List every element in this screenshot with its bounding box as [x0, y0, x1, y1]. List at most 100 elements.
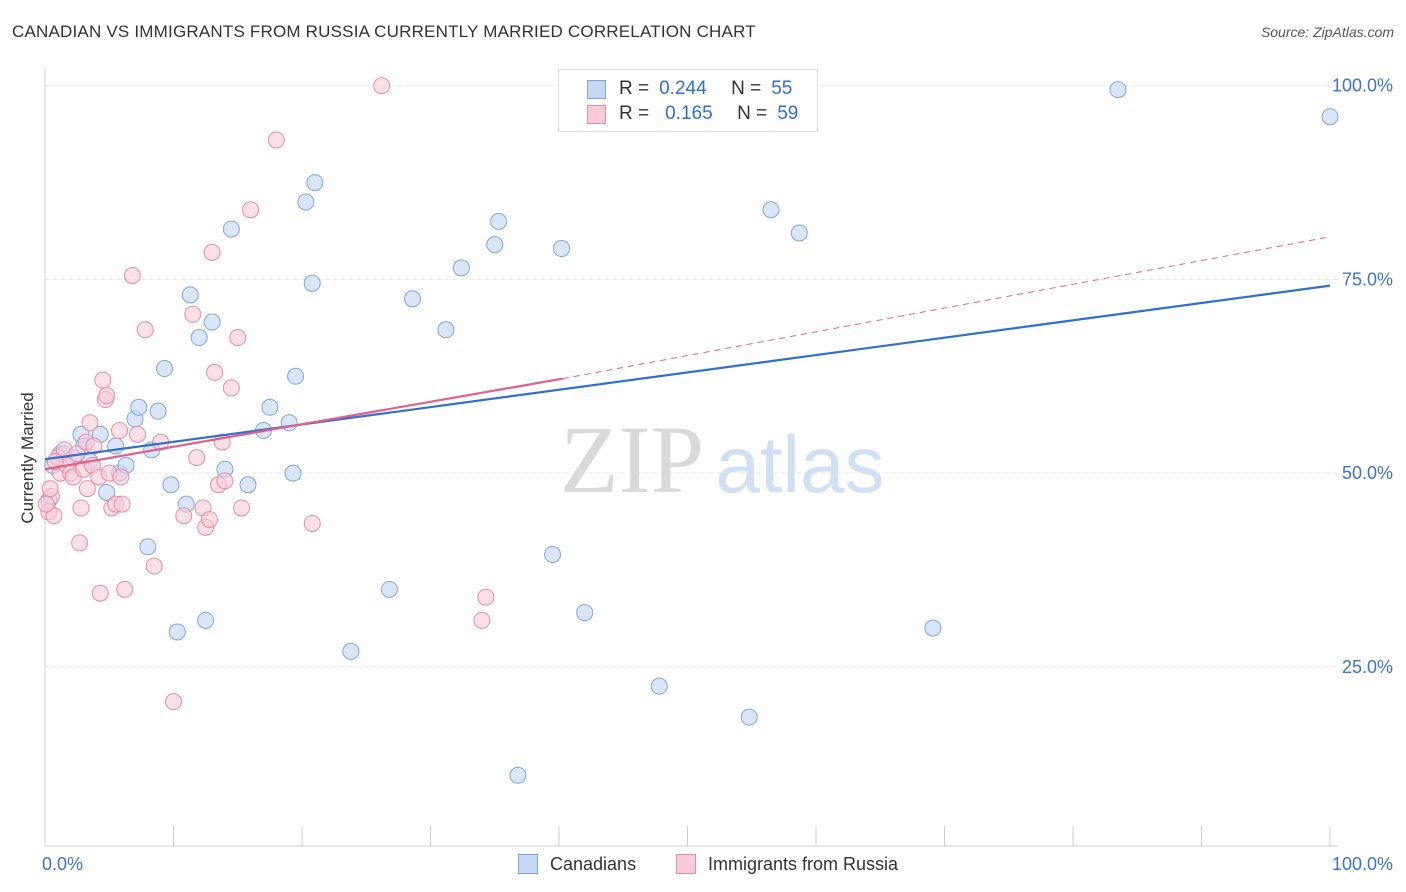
data-point-russia: [72, 499, 90, 517]
data-point-canadians: [404, 290, 422, 308]
trend-line-russia-extrapolated: [562, 236, 1331, 380]
data-point-canadians: [1321, 108, 1339, 126]
legend-r-label: R =: [619, 78, 650, 99]
watermark-zip: ZIP: [560, 406, 704, 513]
data-point-russia: [136, 321, 154, 339]
data-point-canadians: [139, 538, 157, 556]
data-point-canadians: [107, 437, 125, 455]
data-point-canadians: [284, 464, 302, 482]
legend-r-label: R =: [619, 103, 650, 124]
data-point-canadians: [509, 766, 527, 784]
y-tick-label: 75.0%: [1342, 269, 1393, 289]
data-point-canadians: [181, 286, 199, 304]
data-point-canadians: [287, 367, 305, 385]
data-point-canadians: [261, 398, 279, 416]
data-point-canadians: [762, 201, 780, 219]
data-point-russia: [175, 507, 193, 525]
data-point-russia: [203, 243, 221, 261]
data-point-canadians: [490, 212, 508, 230]
legend-n-label: N =: [737, 103, 768, 124]
data-point-canadians: [197, 611, 215, 629]
data-point-canadians: [222, 220, 240, 238]
legend-n-value: 59: [777, 103, 799, 124]
data-point-russia: [233, 499, 251, 517]
data-point-russia: [71, 534, 89, 552]
data-point-russia: [242, 201, 260, 219]
data-point-russia: [222, 379, 240, 397]
data-point-russia: [165, 693, 182, 711]
data-point-russia: [112, 468, 130, 486]
legend-r-value: 0.165: [665, 103, 713, 124]
data-point-canadians: [740, 708, 758, 726]
data-point-canadians: [437, 321, 455, 339]
data-point-russia: [111, 422, 129, 440]
data-point-canadians: [306, 174, 324, 192]
data-point-canadians: [130, 398, 148, 416]
data-point-canadians: [162, 476, 180, 494]
data-point-russia: [184, 305, 202, 323]
data-point-russia: [37, 495, 55, 513]
data-point-canadians: [576, 604, 594, 622]
data-point-canadians: [303, 274, 321, 292]
data-point-canadians: [380, 580, 398, 598]
x-tick-label: 0.0%: [42, 854, 83, 874]
bottom-legend-russia: Immigrants from Russia: [676, 852, 898, 876]
y-tick-label: 50.0%: [1342, 463, 1393, 483]
data-point-canadians: [790, 224, 808, 242]
data-point-russia: [41, 480, 59, 498]
data-point-russia: [188, 449, 206, 467]
x-tick-label: 100.0%: [1332, 854, 1393, 874]
y-tick-label: 100.0%: [1332, 76, 1393, 96]
legend-row-russia: R = 0.165 N = 59: [587, 103, 798, 125]
legend-n-label: N =: [731, 78, 762, 99]
data-point-canadians: [203, 313, 221, 331]
data-point-russia: [85, 437, 103, 455]
axes: [44, 68, 1338, 847]
data-point-russia: [91, 584, 109, 602]
legend-r-value: 0.244: [659, 78, 707, 99]
data-point-canadians: [98, 483, 116, 501]
data-point-canadians: [190, 329, 208, 347]
data-point-canadians: [342, 642, 360, 660]
stats-legend: R = 0.244 N = 55 R = 0.165 N = 59: [558, 69, 818, 132]
data-point-russia: [216, 472, 234, 490]
data-point-russia: [116, 580, 134, 598]
data-point-canadians: [486, 236, 504, 254]
bottom-legend-label-canadians: Canadians: [550, 853, 637, 874]
bottom-legend-swatch-pink: [676, 854, 696, 874]
data-point-russia: [200, 511, 218, 529]
data-point-russia: [98, 387, 116, 405]
data-point-canadians: [553, 239, 571, 257]
data-point-canadians: [239, 476, 257, 494]
data-point-canadians: [1109, 81, 1127, 99]
data-point-russia: [113, 495, 131, 513]
data-point-canadians: [544, 545, 562, 563]
data-point-russia: [129, 425, 147, 443]
data-point-canadians: [149, 402, 167, 420]
chart-title: CANADIAN VS IMMIGRANTS FROM RUSSIA CURRE…: [12, 22, 756, 41]
tick-labels: 100.0% 75.0% 50.0% 25.0% 0.0% 100.0%: [42, 76, 1393, 874]
data-point-russia: [94, 371, 112, 389]
legend-n-value: 55: [771, 78, 793, 99]
y-tick-label: 25.0%: [1342, 657, 1393, 677]
data-point-russia: [477, 588, 495, 606]
data-point-russia: [81, 414, 99, 432]
data-point-russia: [303, 514, 321, 532]
watermark-atlas: atlas: [716, 420, 885, 509]
data-point-canadians: [168, 623, 186, 641]
legend-swatch-blue: [587, 79, 606, 99]
data-point-canadians: [452, 259, 470, 277]
legend-swatch-pink: [587, 104, 606, 124]
data-point-canadians: [156, 360, 174, 378]
data-point-canadians: [650, 677, 668, 695]
trend-line-canadians: [44, 284, 1331, 461]
data-point-russia: [206, 363, 224, 381]
data-point-russia: [123, 267, 141, 285]
bottom-legend-swatch-blue: [518, 854, 538, 874]
data-point-canadians: [924, 619, 942, 637]
bottom-legend-canadians: Canadians: [518, 852, 636, 876]
source-label: Source: ZipAtlas.com: [1260, 24, 1394, 40]
trend-line-russia: [44, 377, 564, 471]
trend-lines: [44, 236, 1331, 471]
data-point-russia: [78, 480, 96, 498]
